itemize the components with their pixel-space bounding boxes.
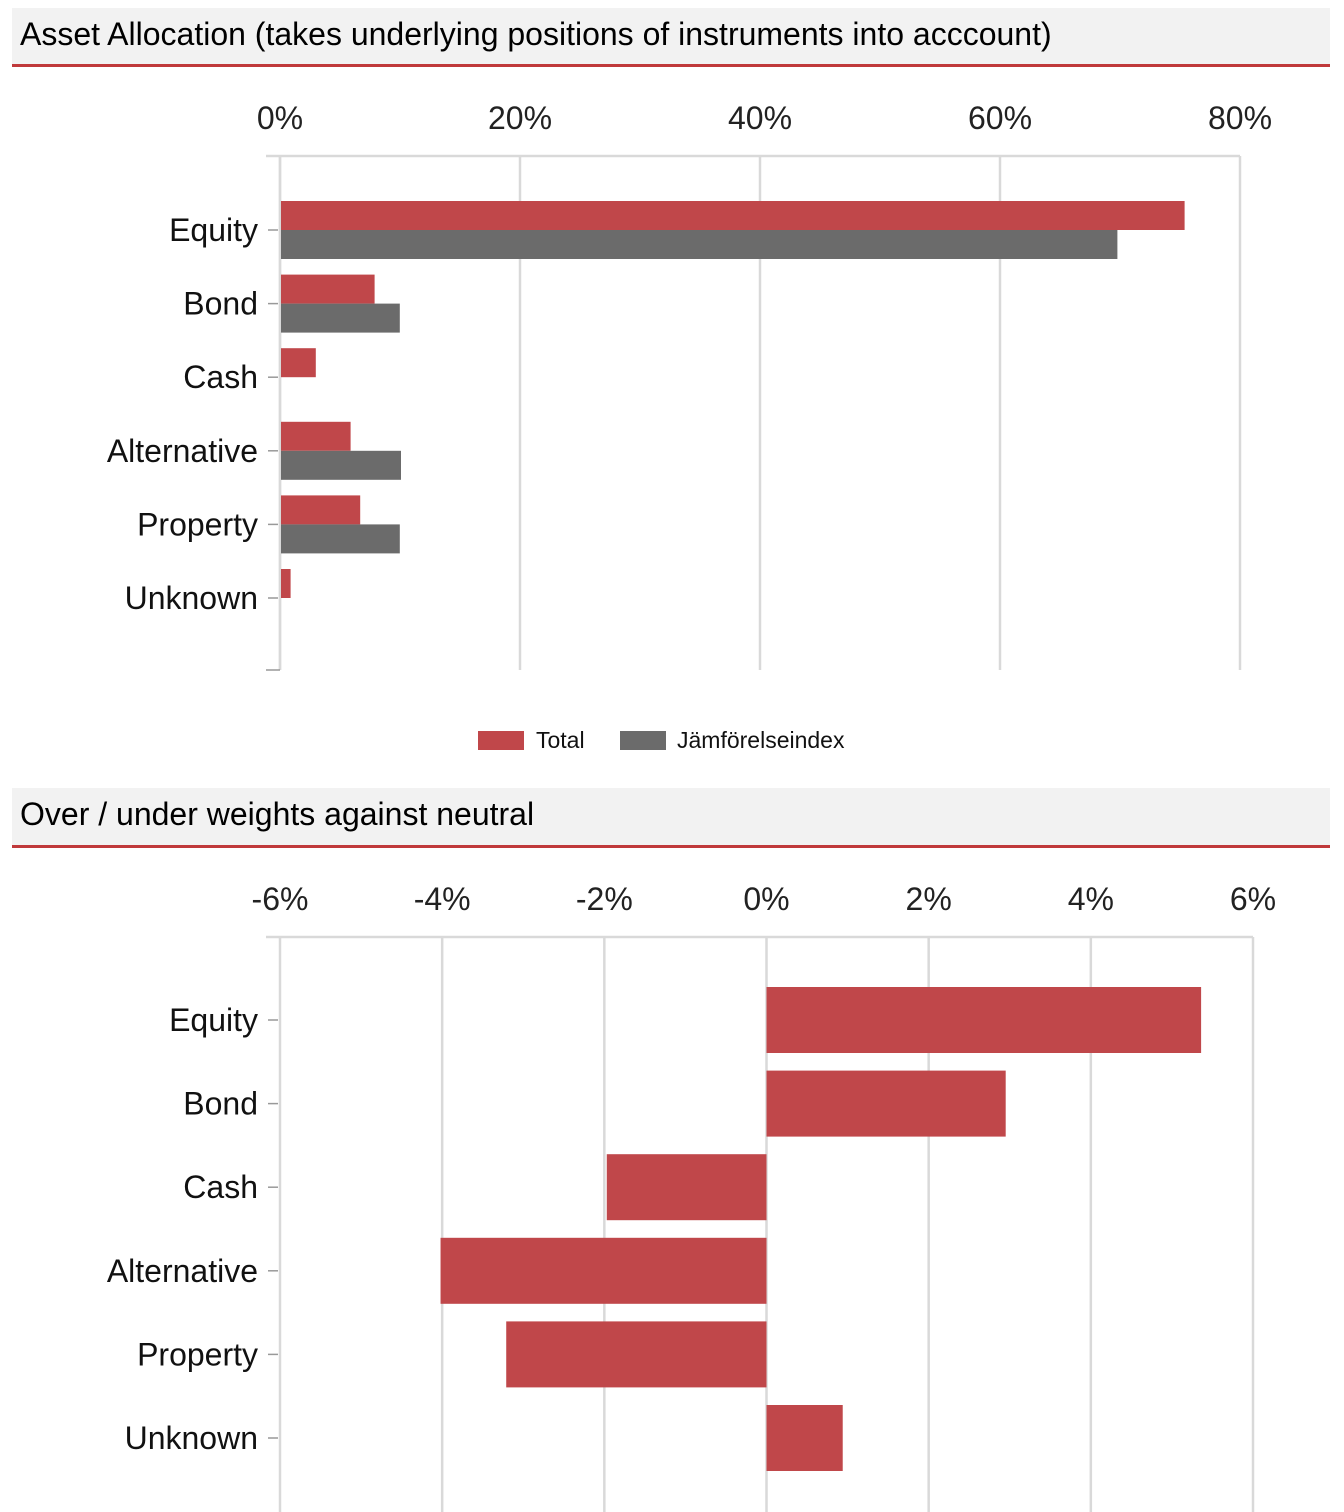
- bar-cash: [606, 1154, 767, 1221]
- x-tick-label: 6%: [1230, 881, 1276, 917]
- category-label-property: Property: [137, 506, 258, 542]
- x-tick-label: 40%: [728, 100, 792, 136]
- category-label-property: Property: [137, 1336, 258, 1372]
- x-tick-label: 0%: [257, 100, 303, 136]
- bar-j-mf-relseindex-equity: [281, 230, 1118, 259]
- bar-j-mf-relseindex-bond: [281, 303, 400, 333]
- bar-total-unknown: [281, 569, 291, 598]
- bar-alternative: [440, 1237, 767, 1304]
- weights-header: Over / under weights against neutral: [12, 788, 1330, 848]
- weights-title: Over / under weights against neutral: [20, 796, 535, 832]
- legend-swatch-benchmark: [620, 731, 666, 750]
- x-tick-label: 4%: [1068, 881, 1114, 917]
- bar-property: [506, 1321, 767, 1388]
- asset-allocation-chart: 0% 20% 40% 60% 80% Equity Bond Cash Alternative P…: [107, 100, 1272, 753]
- bar-total-alternative: [281, 421, 351, 451]
- category-label-alternative: Alternative: [107, 1253, 258, 1289]
- category-label-bond: Bond: [183, 1086, 258, 1122]
- category-label-alternative: Alternative: [107, 433, 258, 469]
- x-tick-label: 80%: [1208, 100, 1272, 136]
- legend-label-benchmark: Jämförelseindex: [677, 727, 845, 753]
- category-label-cash: Cash: [183, 1169, 258, 1205]
- bar-total-property: [281, 495, 361, 525]
- bar-total-equity: [281, 201, 1185, 230]
- category-label-bond: Bond: [183, 286, 258, 322]
- bar-j-mf-relseindex-property: [281, 524, 400, 554]
- x-tick-label: 2%: [906, 881, 952, 917]
- x-tick-label: 20%: [488, 100, 552, 136]
- bar-j-mf-relseindex-alternative: [281, 450, 401, 480]
- category-label-equity: Equity: [169, 1002, 258, 1038]
- x-tick-label: 0%: [743, 881, 789, 917]
- bar-total-cash: [281, 348, 316, 378]
- bar-total-bond: [281, 274, 375, 304]
- x-tick-label: -2%: [576, 881, 633, 917]
- bar-equity: [766, 987, 1202, 1053]
- bar-bond: [766, 1070, 1006, 1137]
- asset-allocation-title: Asset Allocation (takes underlying posit…: [20, 16, 1052, 52]
- bar-unknown: [766, 1405, 843, 1471]
- category-label-equity: Equity: [169, 212, 258, 248]
- asset-allocation-header: Asset Allocation (takes underlying posit…: [12, 8, 1330, 67]
- category-label-unknown: Unknown: [125, 1420, 258, 1456]
- category-label-unknown: Unknown: [125, 580, 258, 616]
- legend-swatch-total: [478, 731, 524, 750]
- x-tick-label: 60%: [968, 100, 1032, 136]
- x-tick-label: -6%: [252, 881, 309, 917]
- legend-label-total: Total: [536, 727, 585, 753]
- x-tick-label: -4%: [414, 881, 471, 917]
- category-label-cash: Cash: [183, 359, 258, 395]
